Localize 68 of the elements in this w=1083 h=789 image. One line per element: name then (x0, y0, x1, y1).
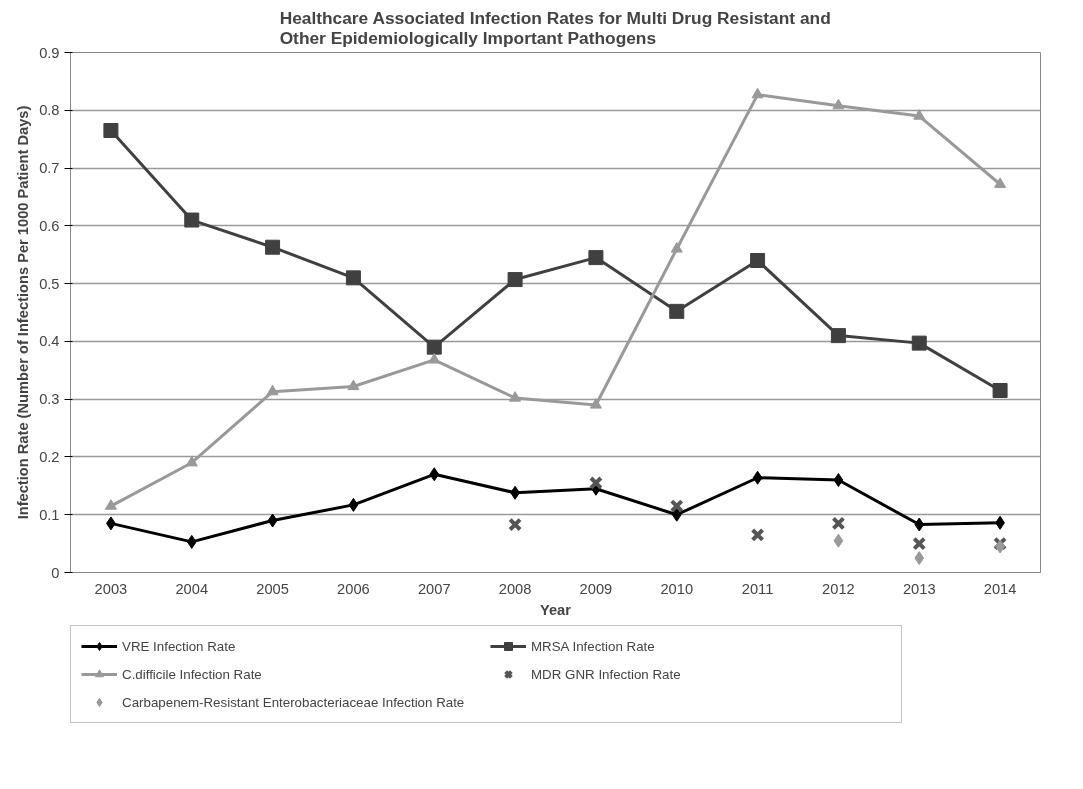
point (832, 98, 845, 110)
point (588, 475, 603, 490)
y-tick-label: 0.1 (39, 506, 60, 523)
point (751, 87, 764, 99)
point (669, 499, 684, 514)
x-tick-label: 2005 (256, 580, 289, 597)
point (267, 513, 278, 528)
point (911, 335, 927, 351)
chart-title: Healthcare Associated Infection Rates for Multi Drug Resistant and Other Epidemiologically Important Pathogens (279, 7, 831, 48)
x-tick-label: 2004 (175, 580, 209, 597)
x-axis-title: Year (540, 601, 572, 618)
y-tick-label: 0.8 (39, 102, 60, 119)
x-tick-label: 2008 (498, 580, 532, 597)
point (669, 303, 685, 319)
x-tick-label: 2007 (417, 580, 451, 597)
point (103, 123, 119, 138)
point (265, 239, 281, 255)
point (507, 272, 523, 288)
point (750, 527, 765, 542)
point (833, 473, 844, 488)
legend-label: MDR GNR Infection Rate (531, 666, 682, 682)
x-tick-label: 2013 (902, 580, 936, 597)
x-tick-label: 2012 (822, 580, 855, 597)
point (509, 391, 522, 402)
legend-label: C.difficile Infection Rate (122, 666, 263, 682)
x-tick-label: 2010 (660, 580, 694, 597)
y-tick-label: 0.3 (39, 391, 60, 408)
y-tick-label: 0.5 (39, 275, 60, 292)
point (348, 497, 359, 512)
point (831, 516, 846, 531)
point (912, 536, 927, 551)
point (830, 328, 846, 344)
point (347, 379, 360, 391)
y-tick-label: 0 (51, 564, 60, 581)
y-tick-label: 0.7 (39, 160, 60, 177)
y-tick-label: 0.4 (39, 333, 60, 350)
x-tick-label: 2009 (579, 580, 613, 597)
point (429, 467, 440, 482)
y-tick-label: 0.6 (39, 217, 60, 234)
point (508, 517, 523, 532)
point (345, 270, 361, 286)
x-tick-label: 2011 (741, 580, 774, 597)
point (750, 253, 766, 268)
point (266, 384, 279, 396)
point (914, 517, 925, 532)
point (833, 533, 844, 548)
point (752, 470, 763, 485)
y-tick-label: 0.9 (39, 44, 60, 61)
point (184, 212, 200, 228)
point (588, 250, 604, 266)
y-tick-label: 0.2 (39, 448, 60, 465)
legend-label: MRSA Infection Rate (531, 638, 656, 654)
point (994, 177, 1007, 188)
point (914, 551, 925, 566)
point (992, 383, 1008, 398)
x-tick-label: 2014 (983, 580, 1017, 597)
x-tick-label: 2003 (94, 580, 128, 597)
point (186, 534, 197, 549)
point (589, 398, 602, 409)
legend-label: VRE Infection Rate (122, 638, 237, 654)
legend-label: Carbapenem-Resistant Enterobacteriaceae Infection Rate (122, 694, 466, 710)
x-tick-label: 2006 (337, 580, 370, 597)
point (913, 109, 926, 120)
point (104, 499, 117, 510)
point (670, 242, 683, 253)
point (671, 507, 682, 522)
point (426, 339, 442, 355)
y-axis-title: Infection Rate (Number of Infections Per 1000 Patient Days) (15, 105, 32, 520)
